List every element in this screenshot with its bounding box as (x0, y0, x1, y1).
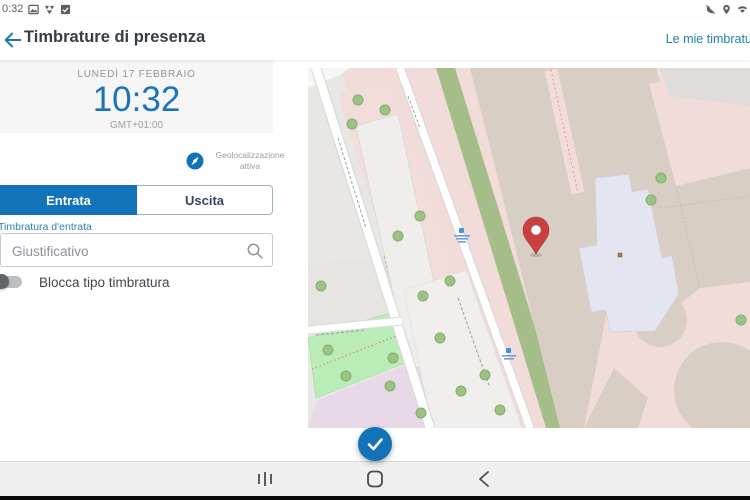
notification-icons (28, 4, 71, 15)
search-icon[interactable] (246, 242, 264, 260)
location-pin-icon (522, 216, 550, 257)
page-title: Timbrature di presenza (24, 28, 206, 46)
my-timestamps-link[interactable]: Le mie timbrature (665, 32, 750, 46)
current-time: 10:32 (92, 80, 181, 119)
screen-edge (0, 496, 750, 500)
lock-type-row: Blocca tipo timbratura (0, 272, 170, 292)
map-building (578, 173, 680, 333)
direction-tabs: Entrata Uscita (0, 185, 273, 215)
android-nav-bar (0, 462, 750, 496)
tab-entrata[interactable]: Entrata (0, 185, 137, 215)
geolocation-label: Geolocalizzazione attiva (215, 150, 285, 172)
section-label: Timbratura d'entrata (0, 221, 92, 233)
checkbox-icon (60, 4, 71, 15)
home-icon[interactable] (360, 469, 390, 489)
recent-apps-icon[interactable] (250, 469, 280, 489)
map-trees (315, 94, 747, 419)
clock-panel: LUNEDÌ 17 FEBBRAIO 10:32 GMT+01:00 (0, 60, 273, 133)
compass-icon (186, 152, 204, 170)
check-icon (367, 438, 383, 451)
back-nav-icon[interactable] (470, 469, 500, 489)
back-arrow-icon[interactable] (2, 29, 24, 51)
tab-uscita[interactable]: Uscita (137, 185, 273, 215)
app-icon (44, 5, 55, 15)
confirm-fab-button[interactable] (358, 427, 392, 461)
header: Timbrature di presenza Le mie timbrature (0, 18, 750, 60)
geolocation-status: Geolocalizzazione attiva (186, 150, 291, 173)
transit-stop-label (454, 228, 470, 243)
justification-input[interactable] (10, 234, 239, 268)
mute-icon (705, 4, 716, 15)
timezone-label: GMT+01:00 (109, 120, 164, 131)
image-icon (28, 4, 39, 15)
status-time: 0:32 (2, 3, 24, 15)
transit-stop-label-2 (502, 348, 516, 360)
map[interactable] (308, 68, 750, 428)
system-status-icons (705, 4, 748, 15)
date-label: LUNEDÌ 17 FEBBRAIO (77, 69, 196, 80)
justification-field-wrap (0, 233, 273, 268)
status-bar: 0:32 (0, 0, 750, 18)
location-icon (723, 4, 730, 15)
lock-type-toggle[interactable] (0, 273, 22, 291)
lock-type-label: Blocca tipo timbratura (39, 274, 170, 290)
wifi-icon (737, 6, 748, 13)
